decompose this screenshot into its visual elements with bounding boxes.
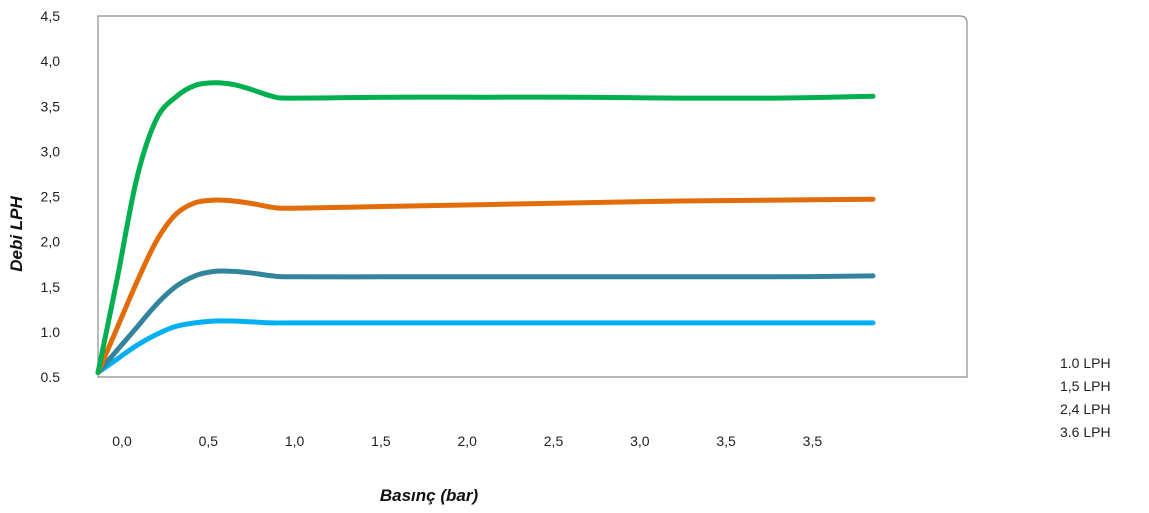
y-axis-ticks: 0.5 1.0 1,5 2,0 2,5 3,0 3,5 4,0 4,5 — [41, 8, 61, 385]
x-tick-label: 3,5 — [803, 433, 823, 449]
legend-item-2-4-lph: 2,4 LPH — [1060, 401, 1111, 417]
x-tick-label: 2,5 — [544, 433, 564, 449]
legend-item-3-6-lph: 3.6 LPH — [1060, 424, 1111, 440]
x-tick-label: 0,5 — [199, 433, 219, 449]
x-axis-title: Basınç (bar) — [380, 486, 479, 505]
y-tick-label: 0.5 — [41, 369, 61, 385]
y-tick-label: 3,0 — [41, 143, 61, 159]
plot-area-frame — [97, 15, 968, 378]
x-tick-label: 0,0 — [112, 433, 132, 449]
y-tick-label: 3,5 — [41, 98, 61, 114]
x-tick-label: 2,0 — [457, 433, 477, 449]
x-tick-label: 3,5 — [716, 433, 736, 449]
series-line-2-4-lph — [95, 196, 876, 375]
y-tick-label: 2,5 — [41, 189, 61, 205]
x-tick-label: 1,0 — [285, 433, 305, 449]
series-line-1-0-lph — [95, 318, 876, 375]
legend-item-1-0-lph: 1.0 LPH — [1060, 355, 1111, 371]
y-tick-label: 4,0 — [41, 53, 61, 69]
series-line-3-6-lph — [95, 80, 876, 375]
series-lines — [95, 80, 876, 375]
y-tick-label: 1,5 — [41, 279, 61, 295]
y-tick-label: 1.0 — [41, 324, 61, 340]
x-tick-label: 1,5 — [371, 433, 391, 449]
x-tick-label: 3,0 — [630, 433, 650, 449]
y-tick-label: 4,5 — [41, 8, 61, 24]
legend-item-1-5-lph: 1,5 LPH — [1060, 378, 1111, 394]
legend: 1.0 LPH 1,5 LPH 2,4 LPH 3.6 LPH — [1060, 352, 1111, 444]
y-axis-title: Debi LPH — [7, 195, 26, 271]
x-axis-ticks: 0,0 0,5 1,0 1,5 2,0 2,5 3,0 3,5 3,5 — [112, 433, 822, 449]
y-tick-label: 2,0 — [41, 234, 61, 250]
series-line-1-5-lph — [95, 268, 876, 375]
